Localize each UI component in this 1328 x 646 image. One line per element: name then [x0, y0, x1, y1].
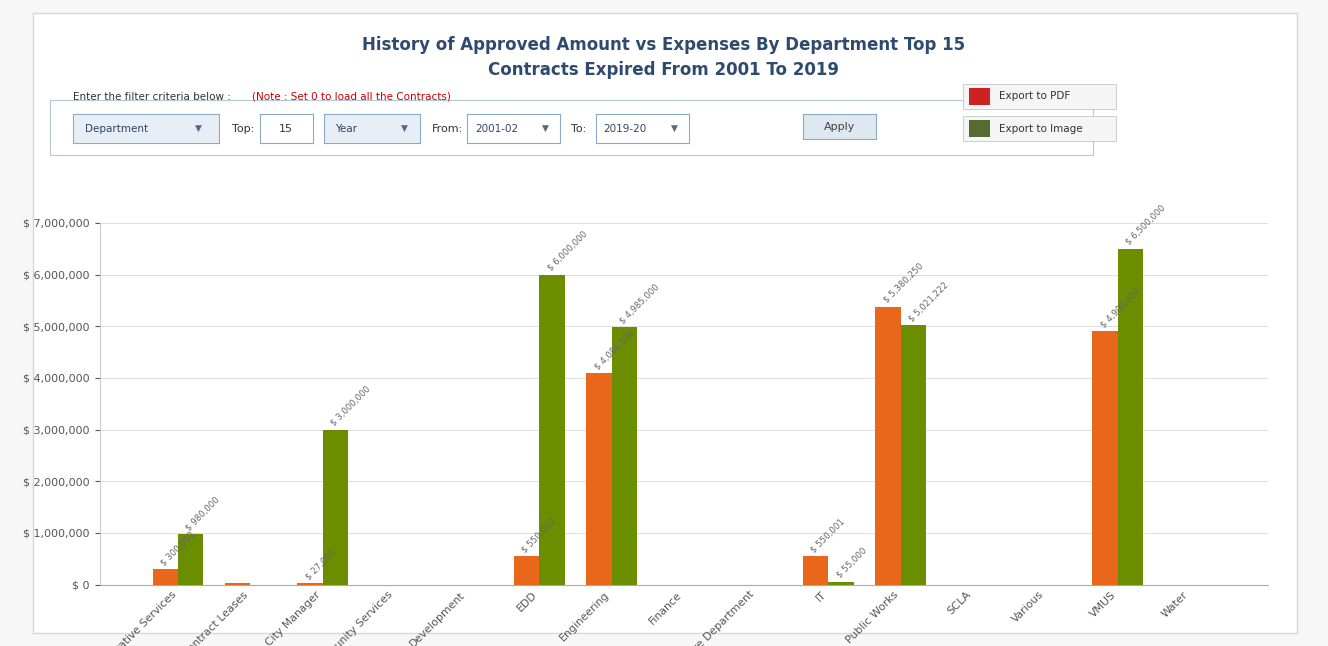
Text: Export to PDF: Export to PDF: [1000, 91, 1070, 101]
Text: $ 55,000: $ 55,000: [835, 547, 869, 579]
FancyBboxPatch shape: [969, 120, 991, 137]
Text: $ 550,000: $ 550,000: [521, 517, 558, 554]
Text: Department: Department: [85, 124, 147, 134]
Text: $ 300,000: $ 300,000: [159, 530, 197, 567]
Text: Enter the filter criteria below :: Enter the filter criteria below :: [73, 92, 231, 101]
Bar: [178, 534, 203, 585]
Text: $ 27,000: $ 27,000: [304, 548, 337, 581]
Text: ▼: ▼: [671, 125, 679, 133]
Text: $ 4,985,000: $ 4,985,000: [618, 282, 661, 325]
Text: $ 5,380,250: $ 5,380,250: [882, 262, 924, 304]
Text: ▼: ▼: [542, 125, 550, 133]
Bar: [1118, 249, 1143, 585]
Text: Export to Image: Export to Image: [1000, 123, 1084, 134]
Bar: [803, 556, 829, 585]
Text: $ 5,021,222: $ 5,021,222: [907, 280, 950, 323]
Bar: [539, 275, 564, 585]
Text: ▼: ▼: [195, 125, 202, 133]
Text: ▼: ▼: [401, 125, 408, 133]
Text: History of Approved Amount vs Expenses By Department Top 15: History of Approved Amount vs Expenses B…: [363, 36, 965, 54]
Text: $ 6,000,000: $ 6,000,000: [546, 229, 588, 273]
Text: $ 3,000,000: $ 3,000,000: [329, 384, 372, 428]
Text: 2019-20: 2019-20: [604, 124, 647, 134]
Text: $ 6,500,000: $ 6,500,000: [1123, 203, 1167, 247]
Text: $ 4,086,500: $ 4,086,500: [592, 328, 636, 371]
Text: Year: Year: [336, 124, 357, 134]
Bar: [1092, 331, 1118, 585]
Text: Top:: Top:: [232, 123, 255, 134]
Bar: [297, 583, 323, 585]
Bar: [153, 569, 178, 585]
Bar: [587, 373, 612, 585]
Bar: [612, 327, 637, 585]
Text: Contracts Expired From 2001 To 2019: Contracts Expired From 2001 To 2019: [489, 61, 839, 79]
Text: To:: To:: [571, 123, 586, 134]
Text: 15: 15: [279, 124, 293, 134]
Bar: [514, 556, 539, 585]
FancyBboxPatch shape: [969, 88, 991, 105]
Text: 2001-02: 2001-02: [475, 124, 518, 134]
Bar: [875, 307, 900, 585]
Text: $ 550,001: $ 550,001: [810, 517, 847, 554]
Text: From:: From:: [432, 123, 463, 134]
Text: $ 980,000: $ 980,000: [185, 495, 222, 532]
Text: Apply: Apply: [825, 121, 855, 132]
Bar: [900, 325, 926, 585]
Bar: [323, 430, 348, 585]
Text: (Note : Set 0 to load all the Contracts): (Note : Set 0 to load all the Contracts): [252, 92, 452, 101]
Bar: [829, 582, 854, 585]
Bar: [224, 583, 250, 585]
Text: $ 4,900,000: $ 4,900,000: [1098, 286, 1142, 329]
